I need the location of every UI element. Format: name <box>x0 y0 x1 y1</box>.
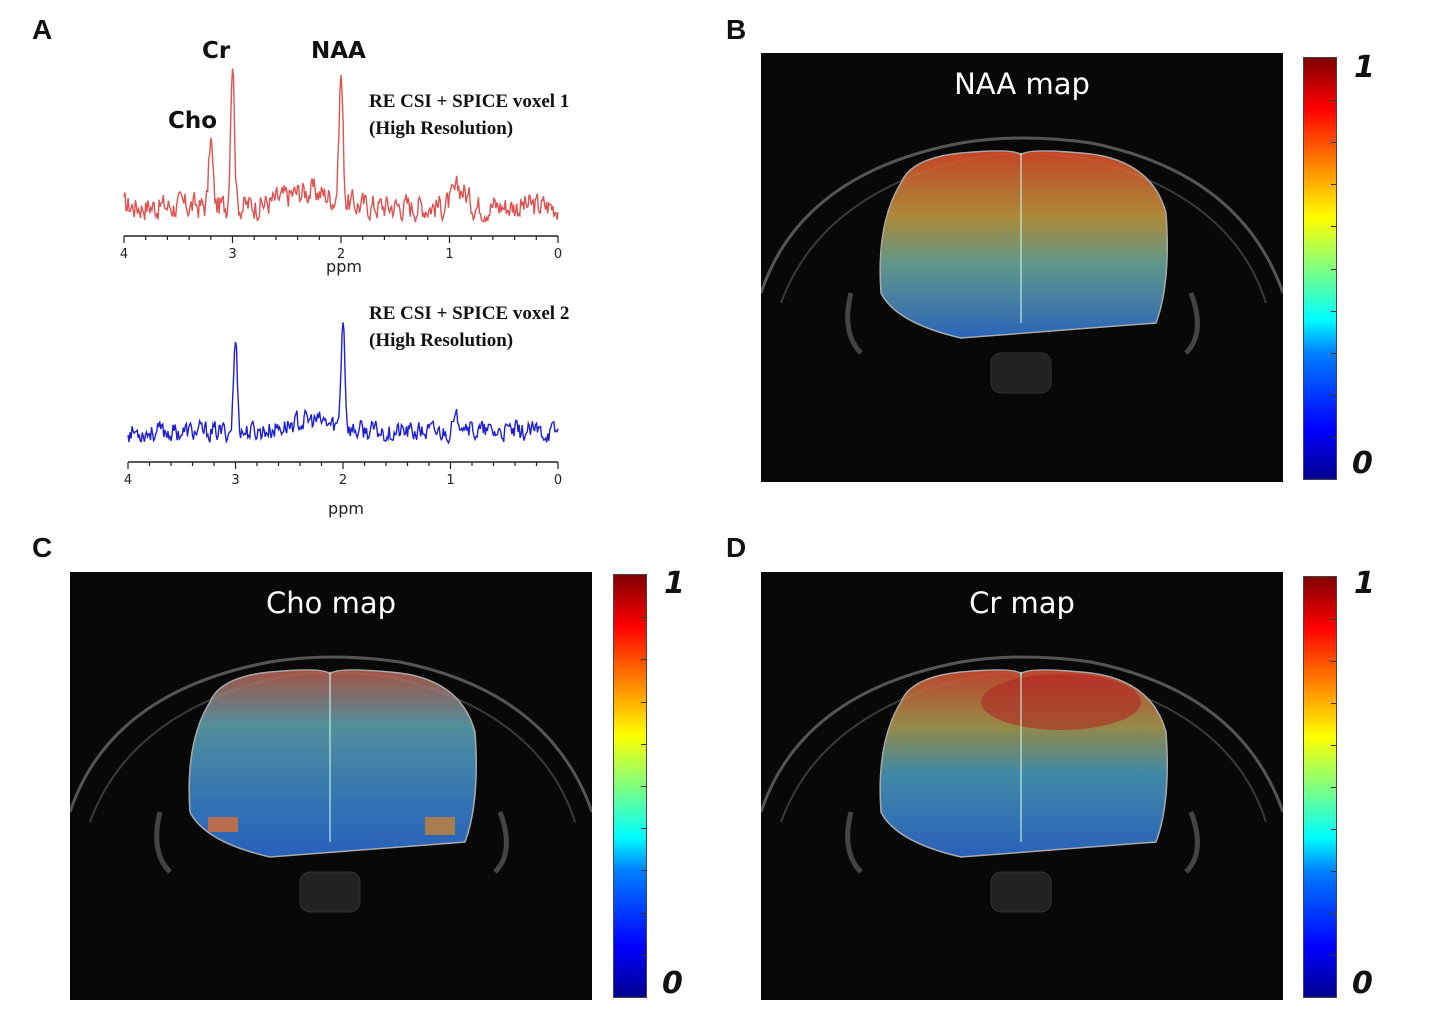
colorbar-tick <box>641 659 646 661</box>
spectrum-1-title: RE CSI + SPICE voxel 1 (High Resolution) <box>369 88 569 142</box>
cho-colorbar-max: 1 <box>664 566 685 601</box>
colorbar-tick <box>1331 703 1336 704</box>
cr-map-image: Cr map <box>761 572 1283 1000</box>
peak-label-cr: Cr <box>202 38 231 64</box>
colorbar-tick <box>1331 268 1336 270</box>
x-tick-label: 2 <box>337 247 345 262</box>
cr-map-title: Cr map <box>969 586 1075 620</box>
colorbar-tick <box>641 786 646 787</box>
colorbar-tick <box>641 954 646 956</box>
peak-label-cho: Cho <box>168 108 218 134</box>
spectrum-1-title-line2: (High Resolution) <box>369 118 514 139</box>
colorbar-tick <box>1331 829 1336 830</box>
cho-map-image: Cho map <box>70 572 592 1000</box>
x-tick-label: 4 <box>120 247 128 262</box>
colorbar-tick <box>1331 184 1336 186</box>
panel-label-c: C <box>32 532 53 563</box>
cr-colorbar-max: 1 <box>1354 566 1375 601</box>
colorbar-tick <box>1331 436 1336 438</box>
colorbar-tick <box>1331 745 1336 746</box>
colorbar-tick <box>641 828 646 830</box>
spectrum-2-chart: 4 3 2 1 0 ppm <box>124 322 562 518</box>
spectrum-2-line <box>127 322 559 445</box>
naa-map-brain <box>761 136 1283 394</box>
cho-colorbar-min: 0 <box>662 966 683 1001</box>
x-tick-label: 1 <box>446 473 454 488</box>
colorbar-tick <box>1331 913 1336 914</box>
x-tick-label: 1 <box>445 247 453 262</box>
x-tick-label: 0 <box>554 473 562 488</box>
spectrum-2-title: RE CSI + SPICE voxel 2 (High Resolution) <box>369 300 569 354</box>
colorbar-tick <box>1331 955 1336 956</box>
cho-map-title: Cho map <box>265 586 397 620</box>
colorbar-tick <box>641 870 646 872</box>
cho-colorbar <box>613 574 647 998</box>
colorbar-tick <box>1331 661 1336 662</box>
colorbar-tick <box>1331 352 1336 354</box>
spectrum-1-line <box>123 68 559 224</box>
colorbar-tick <box>1331 100 1336 102</box>
x-tick-label: 2 <box>339 473 347 488</box>
x-tick-label: 3 <box>228 247 236 262</box>
colorbar-tick <box>1331 787 1336 788</box>
naa-colorbar-max: 1 <box>1354 50 1375 85</box>
cr-colorbar-min: 0 <box>1352 966 1373 1001</box>
spectrum-1-xlabel: ppm <box>326 257 362 276</box>
spectrum-1-title-line1: RE CSI + SPICE voxel 1 <box>369 91 570 112</box>
panel-label-d: D <box>726 532 747 563</box>
colorbar-tick <box>1331 142 1336 144</box>
colorbar-tick <box>641 617 646 619</box>
cho-map-brain <box>70 655 592 913</box>
panel-label-b: B <box>726 14 747 45</box>
spectrum-1-chart: 4 3 2 1 0 ppm <box>120 68 562 276</box>
naa-map-image: NAA map <box>761 53 1283 482</box>
colorbar-tick <box>641 743 646 745</box>
spectrum-2-title-line1: RE CSI + SPICE voxel 2 <box>369 303 570 324</box>
naa-colorbar-min: 0 <box>1352 446 1373 481</box>
panel-label-a: A <box>32 14 53 45</box>
spectrum-2-xlabel: ppm <box>328 499 364 518</box>
colorbar-tick <box>641 701 646 703</box>
naa-colorbar <box>1303 57 1337 480</box>
colorbar-tick <box>1331 871 1336 872</box>
colorbar-tick <box>1331 226 1336 228</box>
x-tick-label: 4 <box>124 473 132 488</box>
naa-map-title: NAA map <box>954 67 1090 101</box>
x-tick-label: 0 <box>554 247 562 262</box>
cr-map-brain <box>761 655 1283 913</box>
cr-colorbar <box>1303 576 1337 998</box>
colorbar-tick <box>1331 310 1336 312</box>
peak-label-naa: NAA <box>311 38 366 64</box>
colorbar-tick <box>1331 394 1336 396</box>
spectrum-2-title-line2: (High Resolution) <box>369 330 514 351</box>
colorbar-tick <box>641 912 646 914</box>
colorbar-tick <box>1331 619 1336 620</box>
x-tick-label: 3 <box>231 473 239 488</box>
